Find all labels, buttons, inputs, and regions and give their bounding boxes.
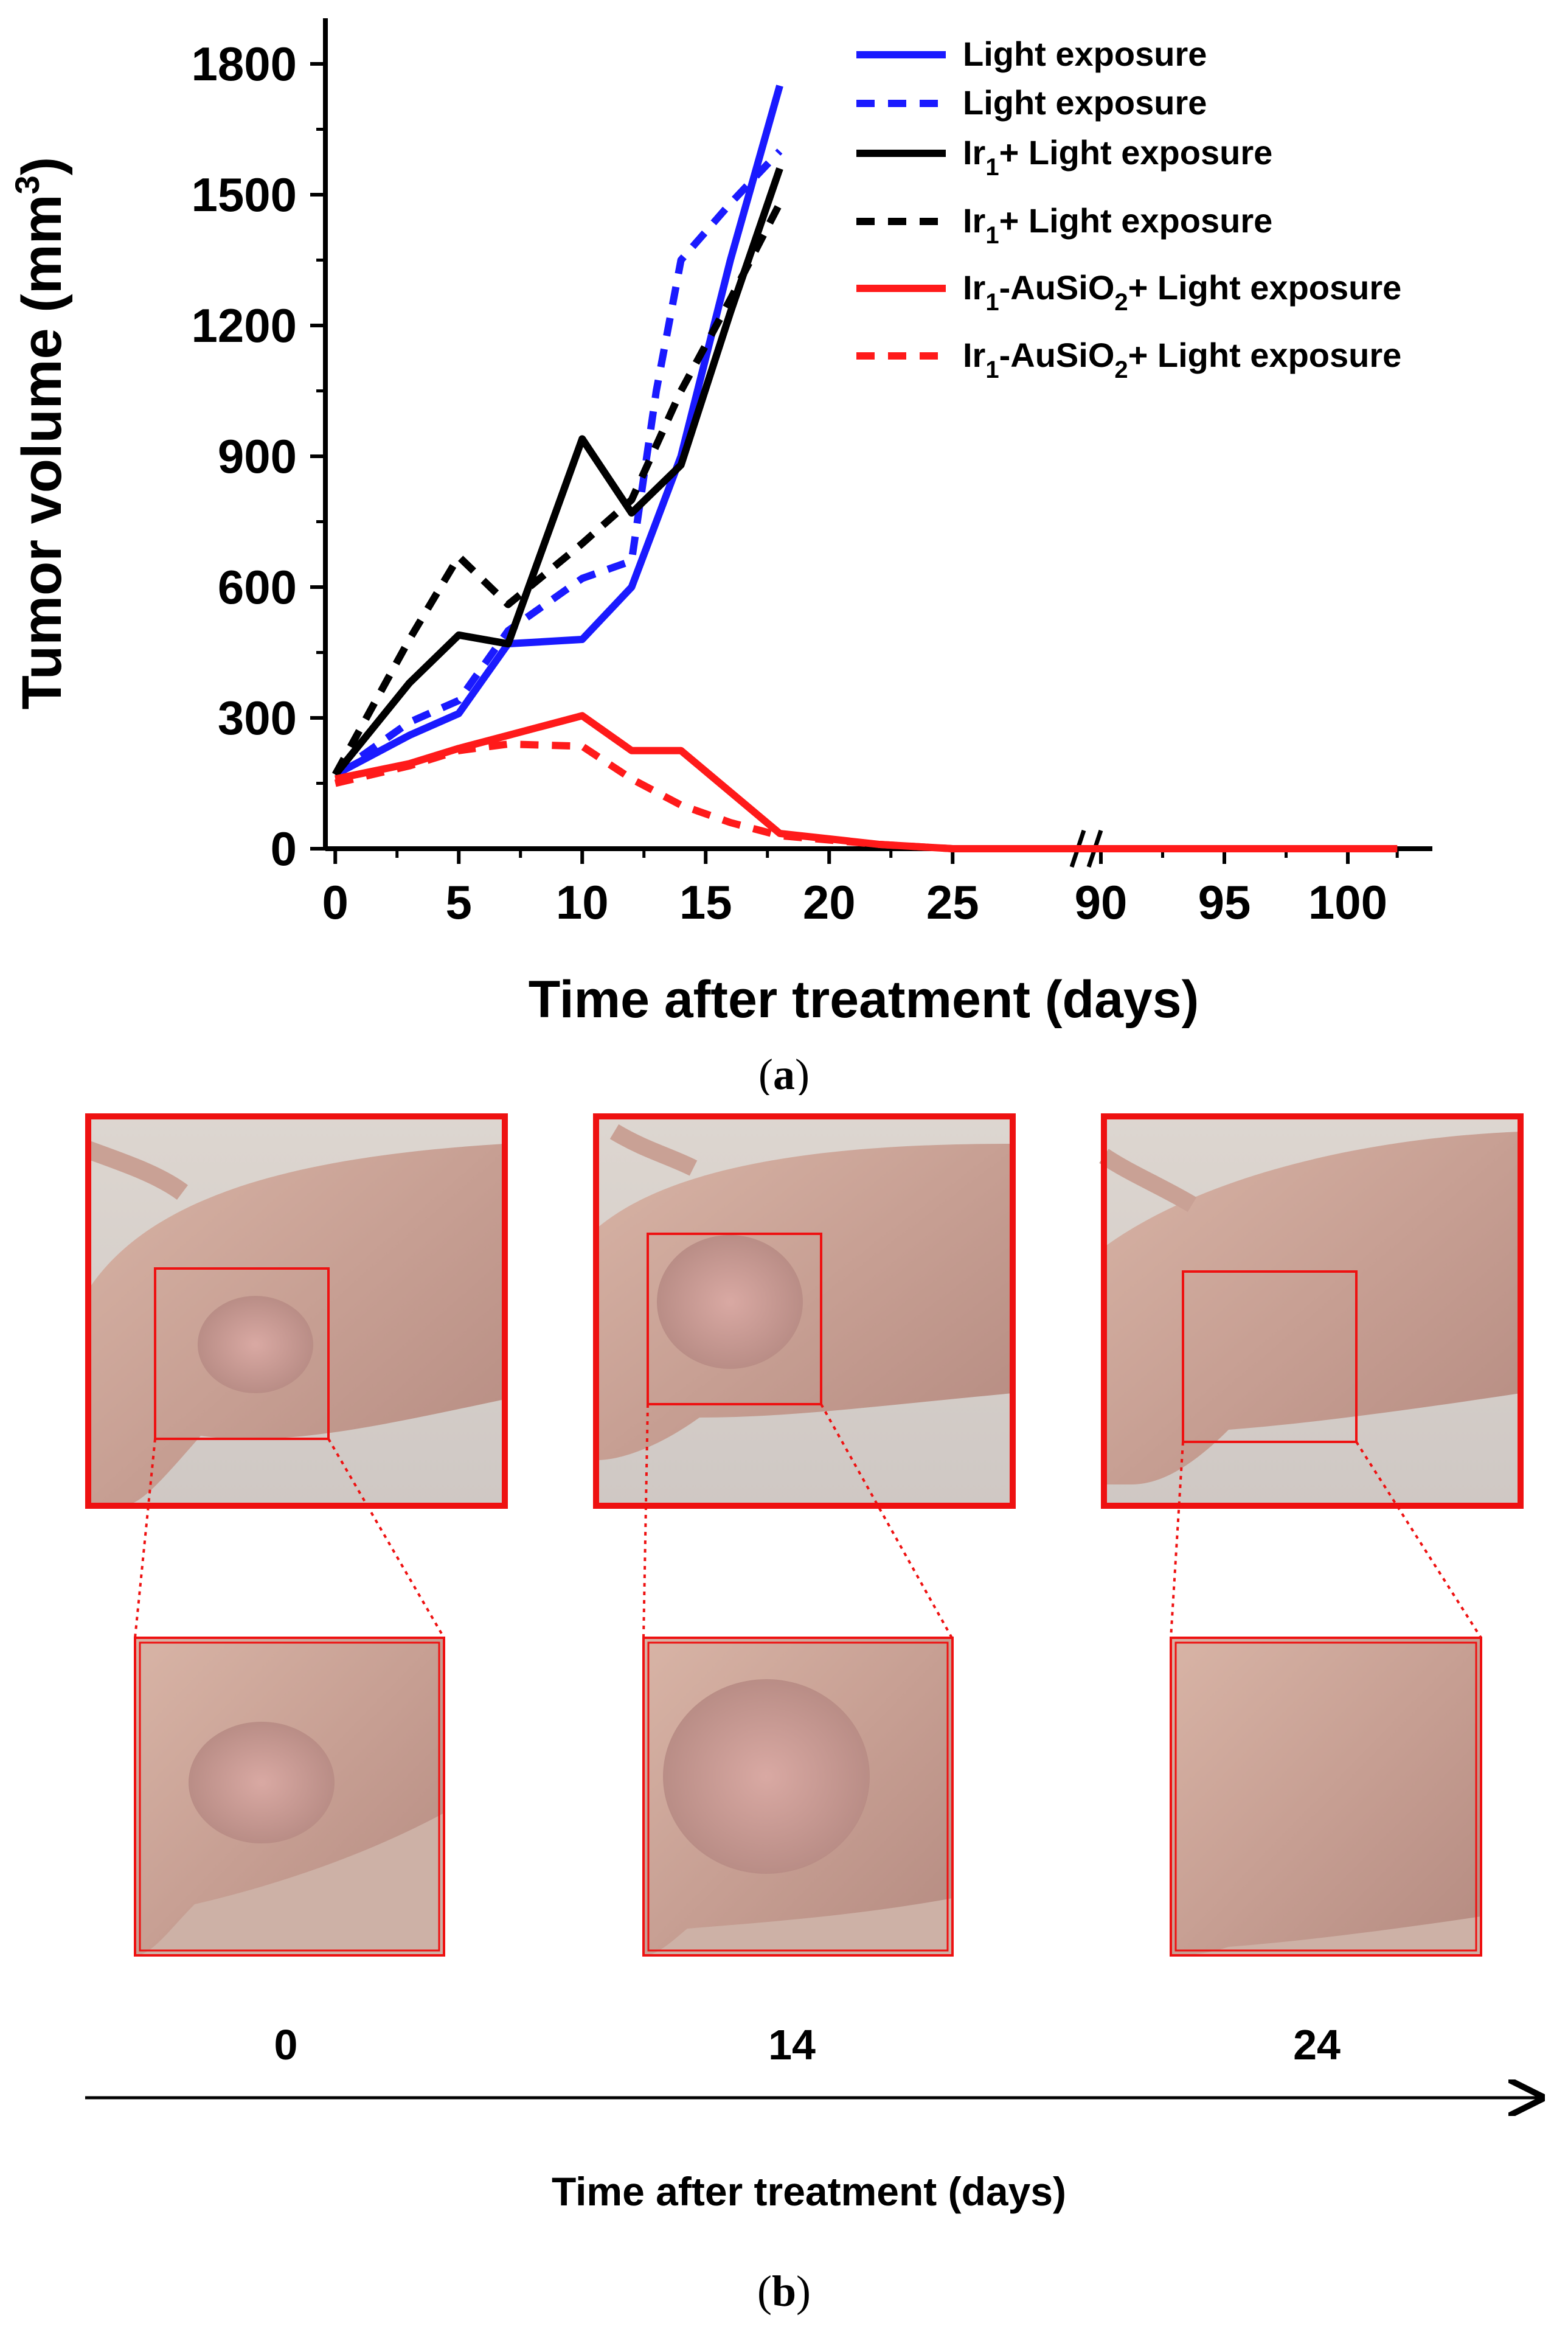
- legend-label-2: Ir1+ Light exposure: [963, 133, 1272, 181]
- y-tick-label: 1800: [191, 37, 297, 91]
- mouse-photo-day-0: [85, 1113, 508, 1509]
- x-axis-label: Time after treatment (days): [529, 970, 1199, 1029]
- y-tick-label: 0: [271, 822, 297, 875]
- time-label-day-0: 0: [274, 2021, 298, 2069]
- x-tick-label: 95: [1198, 875, 1251, 929]
- series-line-5: [334, 740, 1398, 852]
- y-tick-label: 1200: [191, 299, 297, 352]
- mouse-photo-day-14: [593, 1113, 1016, 1509]
- photo-panel: 0 14 24 Time after treatment (days) (b): [85, 1113, 1568, 2316]
- zoom-photo-day-14: [642, 1637, 954, 1957]
- x-tick-label: 90: [1075, 875, 1128, 929]
- x-tick-label: 25: [926, 875, 979, 929]
- series-line-4: [335, 712, 1398, 852]
- x-tick-label: 5: [446, 875, 472, 929]
- y-tick-label: 1500: [191, 168, 297, 221]
- caption-a: (a): [758, 1050, 810, 1095]
- x-tick-label: 10: [556, 875, 609, 929]
- y-tick-label: 600: [218, 560, 297, 614]
- series-line-1: [333, 148, 783, 778]
- series-line-0: [333, 85, 783, 778]
- series-lines: [331, 85, 1398, 852]
- caption-b: (b): [757, 2267, 811, 2316]
- x-tick-label: 0: [322, 875, 349, 929]
- x-tick-label: 15: [679, 875, 732, 929]
- tumor-volume-chart: 0 300 600 900 1200 1500 1800 0 5 10 15 20 25 90 95 100…: [8, 18, 1432, 1095]
- legend-label-4: Ir1-AuSiO2+ Light exposure: [963, 268, 1401, 316]
- legend: Light exposure Light exposure Ir1+ Light e…: [856, 35, 1401, 383]
- zoom-photo-day-24: [1170, 1637, 1482, 1957]
- series-line-3: [331, 201, 783, 777]
- y-axis-label: Tumor volume (mm3): [8, 157, 73, 710]
- zoom-photo-day-0: [134, 1637, 445, 1957]
- legend-label-3: Ir1+ Light exposure: [963, 201, 1272, 249]
- series-line-2: [332, 167, 783, 777]
- mouse-photo-day-24: [1099, 1113, 1524, 1509]
- y-ticks: 0 300 600 900 1200 1500 1800: [191, 37, 325, 875]
- legend-label-1: Light exposure: [963, 83, 1207, 122]
- x-ticks: 0 5 10 15 20 25 90 95 100: [322, 849, 1399, 929]
- legend-label-0: Light exposure: [963, 35, 1207, 73]
- zoom-connectors: [134, 1404, 1482, 1639]
- time-label-day-14: 14: [768, 2021, 816, 2069]
- legend-label-5: Ir1-AuSiO2+ Light exposure: [963, 336, 1401, 383]
- y-tick-label: 900: [218, 430, 297, 483]
- time-label-day-24: 24: [1293, 2021, 1341, 2069]
- y-tick-label: 300: [218, 691, 297, 745]
- x-tick-label: 20: [803, 875, 856, 929]
- photo-axis-label: Time after treatment (days): [552, 2169, 1066, 2214]
- x-tick-label: 100: [1308, 875, 1387, 929]
